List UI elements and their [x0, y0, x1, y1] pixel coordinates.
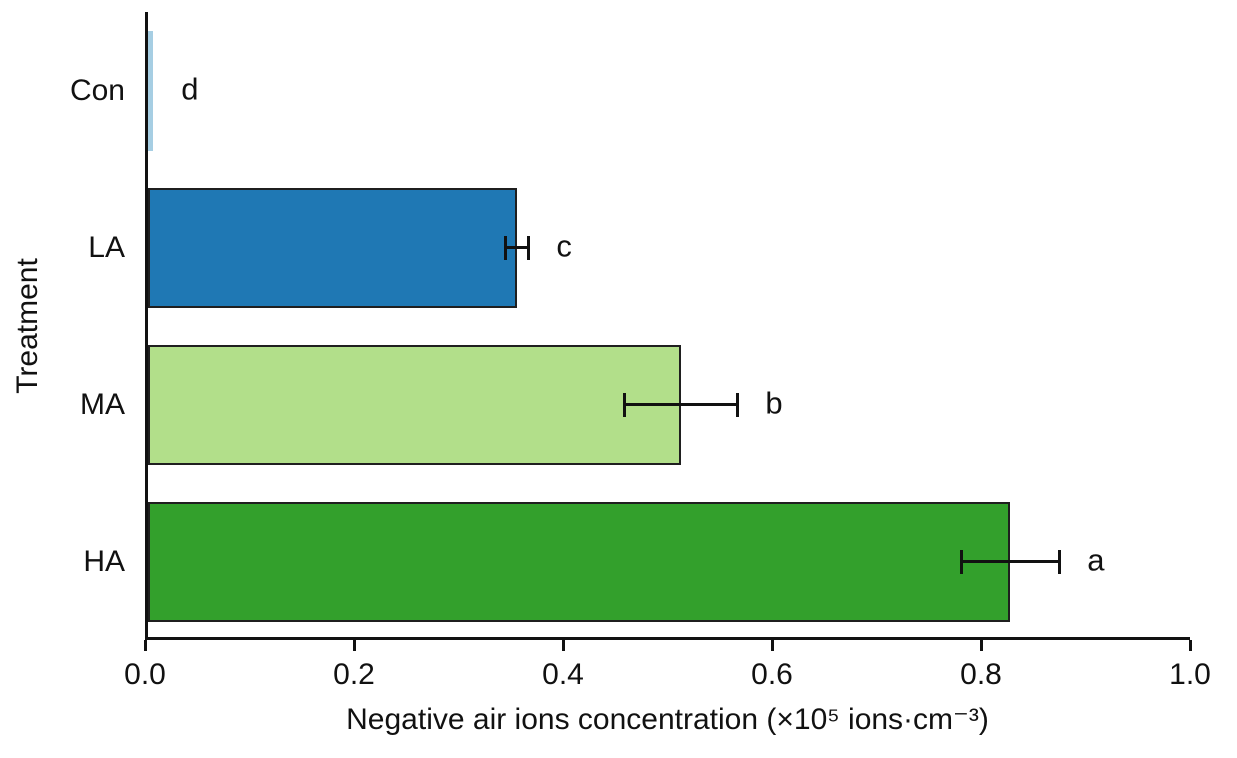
y-category-label-la: LA — [88, 230, 125, 264]
x-tick-0.0 — [143, 640, 147, 651]
x-axis-title: Negative air ions concentration (×10⁵ io… — [346, 703, 989, 736]
error-bar-cap-la-left — [503, 235, 507, 260]
significance-letter-ma: b — [765, 385, 783, 421]
y-category-label-ha: HA — [83, 544, 125, 578]
x-tick-0.8 — [979, 640, 983, 651]
bar-ha — [148, 501, 1011, 622]
bar-con — [148, 30, 154, 151]
x-tick-label-1.0: 1.0 — [1169, 658, 1211, 691]
bar-la — [148, 187, 517, 308]
x-tick-0.4 — [561, 640, 565, 651]
x-tick-label-0.8: 0.8 — [960, 658, 1002, 691]
x-tick-label-0.2: 0.2 — [333, 658, 375, 691]
x-tick-0.2 — [352, 640, 356, 651]
error-bar-cap-la-right — [526, 235, 530, 260]
y-category-label-con: Con — [69, 73, 125, 107]
x-tick-0.6 — [770, 640, 774, 651]
y-axis-title: Treatment — [11, 258, 44, 394]
x-tick-label-0.6: 0.6 — [751, 658, 793, 691]
plot-area — [145, 12, 1190, 640]
error-bar-cap-ha-right — [1057, 549, 1061, 574]
x-tick-1.0 — [1188, 640, 1192, 651]
y-category-label-ma: MA — [80, 387, 125, 421]
error-bar-ma — [624, 403, 738, 406]
error-bar-la — [505, 246, 529, 249]
x-tick-label-0.4: 0.4 — [542, 658, 584, 691]
error-bar-cap-ma-right — [735, 392, 739, 417]
significance-letter-con: d — [181, 71, 199, 107]
x-tick-label-0.0: 0.0 — [124, 658, 166, 691]
error-bar-cap-ma-left — [623, 392, 627, 417]
significance-letter-la: c — [556, 228, 572, 264]
significance-letter-ha: a — [1087, 542, 1105, 578]
bar-ma — [148, 344, 681, 465]
error-bar-ha — [961, 560, 1060, 563]
error-bar-cap-ha-left — [959, 549, 963, 574]
